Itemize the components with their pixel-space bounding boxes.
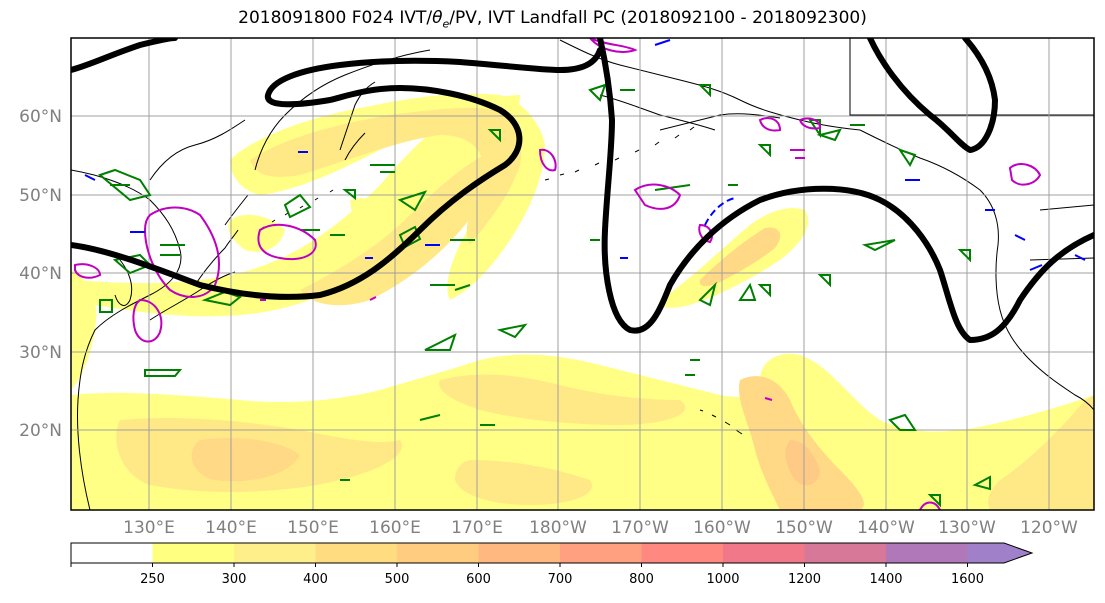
- colorbar-tick-label: 1600: [951, 572, 984, 587]
- lon-label: 140°E: [205, 518, 257, 538]
- colorbar-segment: [152, 543, 235, 563]
- colorbar-tick-label: 1400: [869, 572, 902, 587]
- colorbar-segment: [560, 543, 642, 563]
- colorbar-segment: [397, 543, 479, 563]
- colorbar-tick-label: 600: [466, 572, 491, 587]
- pv-negative-contours: [84, 39, 1086, 271]
- map-frame: [70, 37, 1095, 511]
- colorbar-segment: [641, 543, 724, 563]
- colorbar-segment: [234, 543, 316, 563]
- colorbar-tick-label: 250: [140, 572, 165, 587]
- colorbar-segment: [804, 543, 887, 563]
- pv-positive-contours: [74, 38, 1042, 510]
- colorbar-tick-label: 1000: [706, 572, 739, 587]
- map-content: [71, 38, 1094, 510]
- ivt-shading: [71, 93, 1094, 510]
- colorbar-tick-label: 700: [548, 572, 573, 587]
- lon-label: 140°W: [857, 518, 915, 538]
- lon-label: 130°W: [938, 518, 996, 538]
- map-title: 2018091800 F024 IVT/θe/PV, IVT Landfall …: [238, 8, 867, 31]
- lon-label: 170°W: [611, 518, 669, 538]
- colorbar-segment: [886, 543, 968, 563]
- lat-label: 60°N: [19, 107, 62, 127]
- colorbar-extend-arrow: [967, 543, 1032, 563]
- longitude-labels: 130°E 140°E 150°E 160°E 170°E 180°W 170°…: [123, 518, 1078, 538]
- colorbar-tick-label: 300: [222, 572, 247, 587]
- lon-label: 160°W: [693, 518, 751, 538]
- colorbar-tick-label: 1200: [788, 572, 821, 587]
- lat-label: 50°N: [19, 186, 62, 206]
- lat-label: 40°N: [19, 264, 62, 284]
- lon-label: 180°W: [529, 518, 587, 538]
- lat-label: 20°N: [19, 421, 62, 441]
- lon-label: 150°W: [775, 518, 833, 538]
- lon-label: 120°W: [1020, 518, 1078, 538]
- lon-label: 130°E: [123, 518, 175, 538]
- colorbar-segment: [478, 543, 561, 563]
- theta-e-contours: [97, 83, 991, 508]
- colorbar-segment: [315, 543, 398, 563]
- lat-label: 30°N: [19, 343, 62, 363]
- lon-label: 150°E: [287, 518, 339, 538]
- colorbar-tick-label: 400: [303, 572, 328, 587]
- colorbar: 250 300 400 500 600 700 800 1000 1200 1400 1600: [70, 542, 1034, 587]
- gridlines: [71, 38, 1094, 510]
- lon-label: 170°E: [451, 518, 503, 538]
- colorbar-outline: [70, 542, 1034, 564]
- colorbar-segment: [71, 543, 153, 563]
- latitude-labels: 60°N 50°N 40°N 30°N 20°N: [19, 107, 62, 441]
- colorbar-tick-label: 800: [629, 572, 654, 587]
- colorbar-segment: [723, 543, 805, 563]
- lon-label: 160°E: [369, 518, 421, 538]
- colorbar-tick-label: 500: [385, 572, 410, 587]
